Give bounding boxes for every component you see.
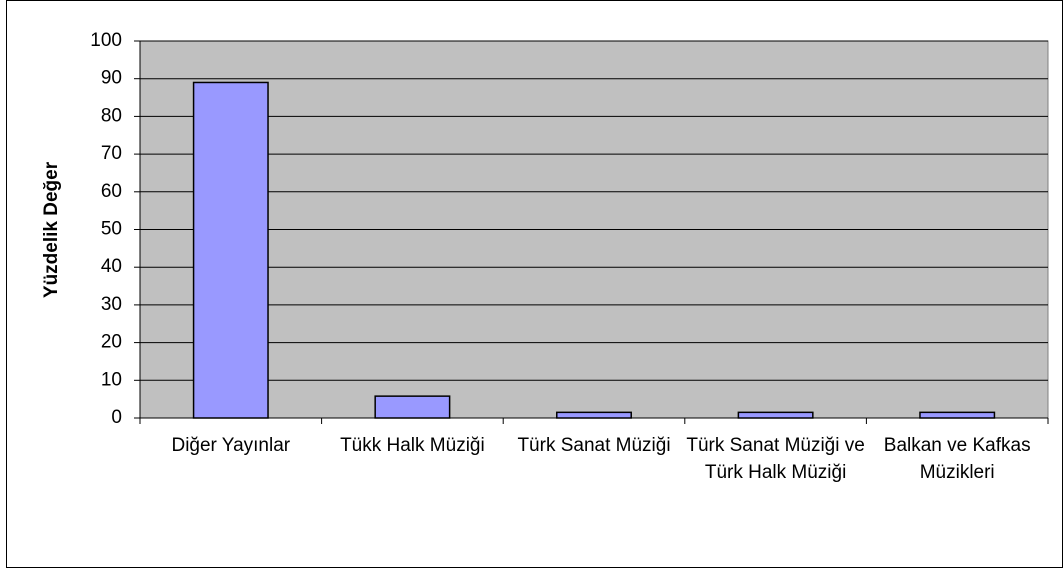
y-tick-label: 30 <box>101 294 122 315</box>
x-tick-label: Türk Sanat Müziği <box>517 435 671 456</box>
x-tick-label: Tükk Halk Müziği <box>340 435 485 456</box>
bar <box>374 395 451 419</box>
y-tick-label: 0 <box>111 407 122 428</box>
y-tick-label: 60 <box>101 181 122 202</box>
y-tick-label: 70 <box>101 143 122 164</box>
x-tick-label: Balkan ve Kafkas Müzikleri <box>883 435 1031 483</box>
bar <box>737 411 814 419</box>
y-tick-label: 40 <box>101 256 122 277</box>
y-tick-label: 50 <box>101 219 122 240</box>
y-tick-label: 90 <box>101 68 122 89</box>
x-tick-label: Diğer Yayınlar <box>171 435 291 456</box>
y-tick-label: 20 <box>101 332 122 353</box>
x-tick-label: Türk Sanat Müziği ve Türk Halk Müziği <box>686 435 865 483</box>
y-tick-label: 10 <box>101 369 122 390</box>
bar <box>192 81 269 419</box>
bar <box>919 411 996 419</box>
y-tick-label: 80 <box>101 105 122 126</box>
y-tick-label: 100 <box>90 30 122 51</box>
y-axis-label: Yüzdelik Değer <box>41 161 62 298</box>
bar <box>556 411 632 419</box>
